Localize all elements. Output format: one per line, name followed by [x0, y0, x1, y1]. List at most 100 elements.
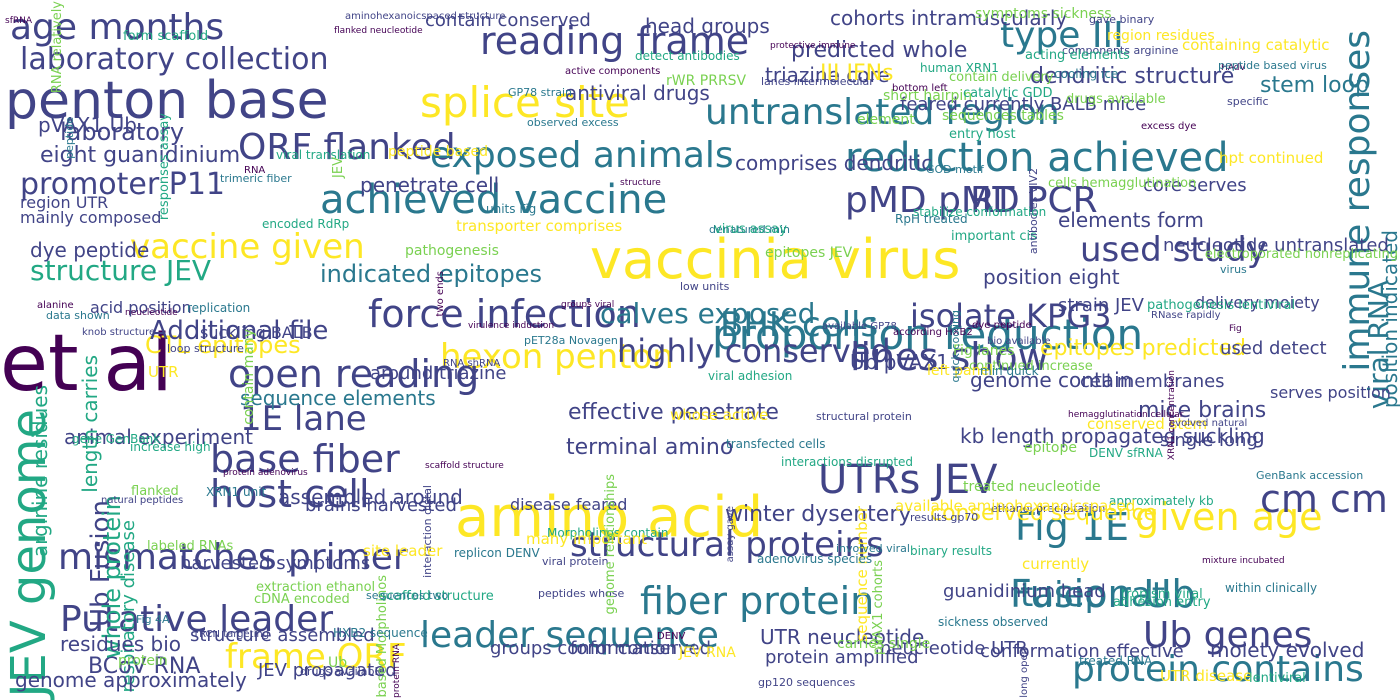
- word-fiber-protein: fiber protein: [640, 579, 875, 623]
- word-arginine-residues: arginine residues: [28, 385, 52, 558]
- word-cell-membranes: cell membranes: [1080, 371, 1225, 392]
- word-penetrate-cell: penetrate cell: [360, 173, 500, 197]
- word-extraction-ethanol: extraction ethanol: [256, 580, 376, 595]
- word-calves-exposed: calves exposed: [600, 297, 816, 330]
- word-mainly-composed: mainly composed: [20, 208, 162, 227]
- word-structural-protein: structural protein: [816, 410, 912, 423]
- word-sequences-tables: sequences tables: [942, 108, 1064, 124]
- word-orf-flanked: ORF flanked: [238, 127, 456, 168]
- word-serves-position: serves position: [1270, 383, 1391, 402]
- word-denv: DENV: [657, 631, 686, 642]
- word-replication: replication: [187, 301, 251, 315]
- word-cells-hemagglutination: cells hemagglutination: [1048, 176, 1197, 191]
- word-neucleotide-untranslated: neucleotide untranslated: [1163, 235, 1389, 256]
- word-genome-relationships: genome relationships: [603, 474, 618, 615]
- word-bio-available: bio available: [987, 336, 1051, 347]
- word-structure: structure: [620, 178, 661, 188]
- word-triazine-core: triazine core: [765, 63, 890, 87]
- word-containing-catalytic: containing catalytic: [1182, 36, 1330, 54]
- word-peptide: peptide: [63, 117, 76, 159]
- word-ethanol-precipitation: ethanol precipitation: [991, 502, 1106, 515]
- word-involved-viral: involved viral: [836, 542, 910, 555]
- word-hemagglutination-cellular: hemagglutination cellular: [1068, 410, 1184, 420]
- word-suckling-balb: suckling BALB: [200, 323, 313, 342]
- word-feared-currently-balb-mice: feared currently BALB mice: [900, 94, 1147, 115]
- word-natural-peptides: natural peptides: [101, 495, 184, 506]
- word-lentiviral: lentiviral: [1249, 671, 1306, 686]
- word-available-gp78: available GP78: [822, 321, 897, 332]
- word-brains-harvested: brains harvested: [305, 495, 457, 516]
- word-cooling-ice: cooling ice: [1054, 67, 1119, 81]
- word-taiep-rat: taiep rat: [1020, 575, 1166, 615]
- word-binary-results: binary results: [910, 544, 992, 558]
- word-specific: specific: [1227, 95, 1269, 108]
- word-peptide-based: peptide based: [388, 144, 488, 160]
- word-gene-genbank: gene GenBank: [72, 432, 161, 446]
- word-gave-binary: gave binary: [1089, 13, 1155, 26]
- word-hxb2-sequence: HXB2 sequence: [333, 626, 428, 640]
- word-rph-treated: RpH treated: [895, 212, 968, 226]
- word-stem-loop: stem loop: [1260, 73, 1370, 98]
- word-virus-assay: virus assay: [714, 222, 787, 237]
- word-pvax1-ub: pVAX1 Ub: [38, 113, 137, 137]
- word-genbank-accession: GenBank accession: [1256, 469, 1364, 482]
- word-ub-genes: Ub genes: [1143, 615, 1313, 656]
- word-replicon-denv: replicon DENV: [454, 546, 540, 560]
- word-viral-translation: viral translation: [276, 148, 371, 162]
- word-assay-gave: assay gave: [725, 506, 736, 563]
- word-two-ends: two ends: [435, 271, 446, 317]
- word-protein-amplified: protein amplified: [765, 647, 919, 668]
- word-bcov-rna: BCoV RNA: [88, 654, 201, 679]
- word-currently: currently: [1022, 555, 1090, 573]
- word-protein-rna: protein RNA: [392, 644, 402, 698]
- word-rt-pcr: RT PCR: [970, 180, 1098, 221]
- word-approximately-kb: approximately kb: [1109, 494, 1214, 508]
- word-fig-lanes: Fig lanes: [953, 343, 1015, 359]
- word-virus: virus: [1220, 263, 1247, 276]
- word-base-fiber: base fiber: [210, 437, 400, 481]
- word-jev-propagated: JEV propagated: [258, 660, 397, 681]
- word-hpt-continued: hpt continued: [1219, 149, 1324, 167]
- word-whose-active: whose active: [670, 406, 769, 424]
- word-animal-experiment: animal experiment: [64, 425, 254, 449]
- word-acting-elements: acting elements: [1025, 48, 1130, 63]
- word-units-fig: units Fig: [486, 202, 537, 216]
- word-guanidinium-head: guanidinium head: [943, 581, 1106, 602]
- word-reading-frame: reading frame: [480, 19, 750, 63]
- word-rwr-prrsv: rWR PRRSV: [666, 73, 747, 89]
- word-continued-increase: continued increase: [969, 359, 1093, 374]
- word-evolved-natural: evolved natural: [1169, 418, 1248, 429]
- word-xrn1-unit: XRN1 unit: [206, 485, 267, 499]
- word-delivery-moiety: delivery moiety: [1195, 293, 1320, 312]
- word-detect-antibodies: detect antibodies: [635, 49, 740, 63]
- word-reduction-achieved: reduction achieved: [845, 135, 1229, 181]
- word-dendritic-structure: dendritic structure: [1030, 64, 1235, 89]
- word-conformation-effective: conformation effective: [980, 641, 1184, 662]
- word-pathogenesis-lentiviral: pathogenesis lentiviral: [1147, 298, 1296, 313]
- word-ub-pvax1: Ub pVAX1: [850, 350, 949, 374]
- word-entry-host: entry host: [949, 127, 1016, 142]
- word-genome-contain: genome contain: [970, 368, 1133, 392]
- word-indicated-epitopes: indicated epitopes: [320, 260, 542, 288]
- word-groups-viral: groups viral: [561, 300, 615, 310]
- word-winter-dysentery: winter dysentery: [725, 502, 912, 527]
- word-1e-lane: 1E lane: [240, 399, 367, 439]
- word-peptides-whose: peptides whose: [538, 587, 625, 600]
- word-rna-relatively: RNA relatively: [50, 1, 65, 94]
- word-used-detect: used detect: [1220, 338, 1327, 359]
- word-trcn-targeting: TRCN targeting: [193, 629, 270, 640]
- word-denatured-min: denatured min: [709, 223, 791, 236]
- word-fusion-ub: Fusion Ub: [1010, 572, 1196, 616]
- word-interaction-distal: interaction distal: [421, 485, 434, 578]
- word-protein-adenovirus: protein adenovirus: [223, 468, 308, 478]
- word-used-study: used study: [1080, 230, 1267, 270]
- word-antiviral-drugs: antiviral drugs: [565, 81, 710, 105]
- word-observed-excess: observed excess: [527, 116, 619, 129]
- word-splice-site: splice site: [420, 78, 631, 127]
- word-viral-adhesion: viral adhesion: [708, 369, 793, 383]
- word-scaffold-structure: scaffold structure: [425, 461, 504, 471]
- word-rnase-rapidly: RNase rapidly: [1151, 310, 1221, 321]
- word-isolate-kpg3: isolate KPG3: [910, 297, 1112, 335]
- word-gp78-strain: GP78 strain: [508, 86, 572, 99]
- word-treated-rna: treated RNA: [1079, 654, 1153, 668]
